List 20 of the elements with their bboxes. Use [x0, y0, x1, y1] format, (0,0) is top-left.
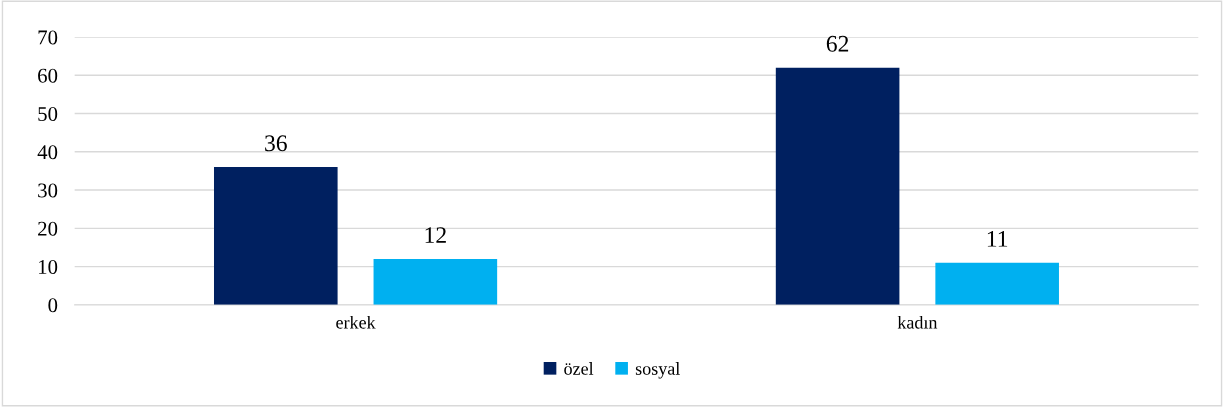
data-label: 36: [265, 135, 287, 152]
bar: [213, 167, 338, 305]
legend-label: özel: [564, 362, 594, 375]
data-label: 12: [425, 227, 446, 243]
y-tick-label: 60: [38, 68, 58, 83]
bar: [373, 258, 498, 305]
y-tick-label: 70: [38, 30, 58, 45]
data-label: 11: [987, 231, 1008, 247]
y-tick-label: 0: [48, 298, 58, 313]
x-tick-label: erkek: [336, 315, 376, 329]
bar: [935, 262, 1059, 305]
data-label: 62: [826, 35, 849, 52]
y-tick-label: 50: [38, 106, 58, 121]
bar: [775, 67, 900, 305]
y-tick-label: 40: [37, 145, 58, 160]
y-tick-label: 20: [38, 221, 58, 236]
legend-label: sosyal: [635, 362, 680, 379]
x-tick-label: kadın: [897, 315, 938, 329]
y-tick-label: 30: [38, 183, 58, 198]
y-tick-label: 10: [39, 259, 58, 275]
